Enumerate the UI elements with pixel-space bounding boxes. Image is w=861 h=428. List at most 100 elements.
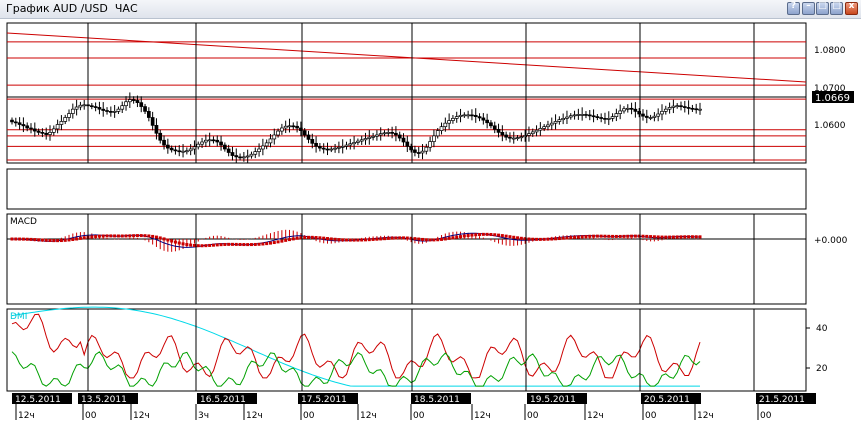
candle-body	[48, 132, 52, 135]
time-axis: 12.5.2011 13.5.2011 16.5.2011 17.5.2011 18.5…	[0, 392, 816, 428]
candle-body	[363, 138, 368, 141]
macd-signal-dot	[489, 232, 493, 236]
macd-signal-dot	[398, 236, 402, 240]
candle-body	[245, 155, 250, 158]
macd-panel	[6, 213, 807, 305]
macd-signal-dot	[611, 234, 615, 238]
candle-body	[416, 152, 421, 154]
hour-label: 12ч	[587, 411, 604, 421]
macd-signal-dot	[466, 233, 470, 237]
date-box	[12, 393, 72, 404]
macd-signal-dot	[668, 235, 672, 239]
macd-signal-dot	[291, 237, 295, 241]
candle-body	[112, 111, 117, 113]
hour-label: 00	[303, 411, 315, 421]
macd-signal-dot	[459, 235, 463, 239]
candle-body	[428, 141, 432, 148]
candle-body	[614, 113, 619, 117]
macd-signal-dot	[523, 237, 527, 241]
candle-body	[622, 108, 626, 112]
macd-signal-dot	[607, 234, 611, 238]
candle-body	[359, 139, 364, 142]
macd-signal-dot	[333, 237, 337, 241]
help-button[interactable]: ?	[787, 1, 800, 15]
macd-signal-dot	[462, 234, 466, 238]
current-price-badge	[812, 91, 854, 103]
macd-signal-dot	[211, 243, 215, 247]
dmi-panel	[6, 308, 807, 392]
macd-signal-dot	[192, 243, 196, 247]
candle-body	[131, 99, 136, 101]
price-tick-2: 1.0700	[814, 84, 846, 94]
candle-body	[10, 119, 14, 123]
dmi-vgrid	[87, 309, 755, 391]
candle-body	[276, 130, 280, 136]
macd-signal-dot	[284, 238, 288, 242]
macd-signal-dot	[310, 235, 314, 239]
candle-body	[295, 125, 299, 129]
macd-signal-dot	[230, 242, 234, 246]
macd-signal-dot	[443, 237, 447, 241]
candle-body	[447, 120, 451, 124]
candle-body	[200, 141, 204, 145]
candle-body	[618, 110, 623, 114]
candle-body	[371, 135, 375, 138]
minimize-button[interactable]: –	[802, 1, 815, 15]
candle-body	[146, 111, 151, 118]
candle-body	[211, 139, 216, 142]
macd-signal-dot	[428, 238, 432, 242]
macd-signal-dot	[584, 234, 588, 238]
candle-body	[394, 132, 398, 136]
macd-signal-dot	[451, 236, 455, 240]
macd-signal-dot	[481, 232, 485, 236]
candle-body	[496, 128, 501, 133]
dmi-minus-line	[11, 351, 701, 387]
macd-signal-dot	[660, 235, 664, 239]
macd-signal-dot	[246, 243, 250, 247]
candle-body	[185, 150, 189, 153]
macd-signal-dot	[375, 237, 379, 241]
macd-signal-dot	[18, 237, 22, 241]
candle-body	[181, 150, 185, 153]
date-box	[527, 393, 587, 404]
candle-body	[679, 105, 683, 108]
restore-button[interactable]: □	[816, 1, 829, 15]
candle-body	[352, 142, 356, 145]
macd-signal-dot	[253, 242, 257, 246]
macd-signal-dot	[223, 242, 227, 246]
macd-signal-dot	[238, 242, 242, 246]
macd-signal-dot	[318, 236, 322, 240]
candle-body	[25, 125, 30, 129]
candle-body	[595, 116, 600, 118]
macd-signal-dot	[78, 236, 82, 240]
candle-body	[116, 108, 121, 112]
dmi-tick-20: 20	[816, 364, 828, 374]
candle-body	[356, 140, 360, 143]
candle-body	[454, 116, 459, 119]
macd-signal-dot	[173, 240, 177, 244]
macd-signal-dot	[565, 236, 569, 240]
macd-signal-dot	[599, 234, 603, 238]
candle-body	[13, 121, 18, 124]
macd-signal-dot	[630, 234, 634, 238]
close-button[interactable]: x	[845, 1, 858, 15]
macd-signal-dot	[261, 242, 265, 246]
candle-body	[690, 107, 695, 110]
macd-signal-dot	[139, 234, 143, 238]
candle-body	[542, 126, 547, 129]
candle-body	[17, 122, 22, 125]
date-label: 17.5.2011	[301, 395, 347, 405]
macd-vgrid	[87, 214, 755, 304]
macd-signal-dot	[113, 234, 117, 238]
candle-body	[629, 107, 634, 110]
macd-signal-dot	[177, 241, 181, 245]
macd-signal-dot	[249, 243, 253, 247]
macd-signal-dot	[356, 238, 360, 242]
candle-body	[508, 136, 512, 139]
macd-signal-dot	[405, 236, 409, 240]
current-price-value: 1.0669	[815, 93, 850, 104]
macd-signal-dot	[348, 238, 352, 242]
maximize-button[interactable]: □	[830, 1, 843, 15]
